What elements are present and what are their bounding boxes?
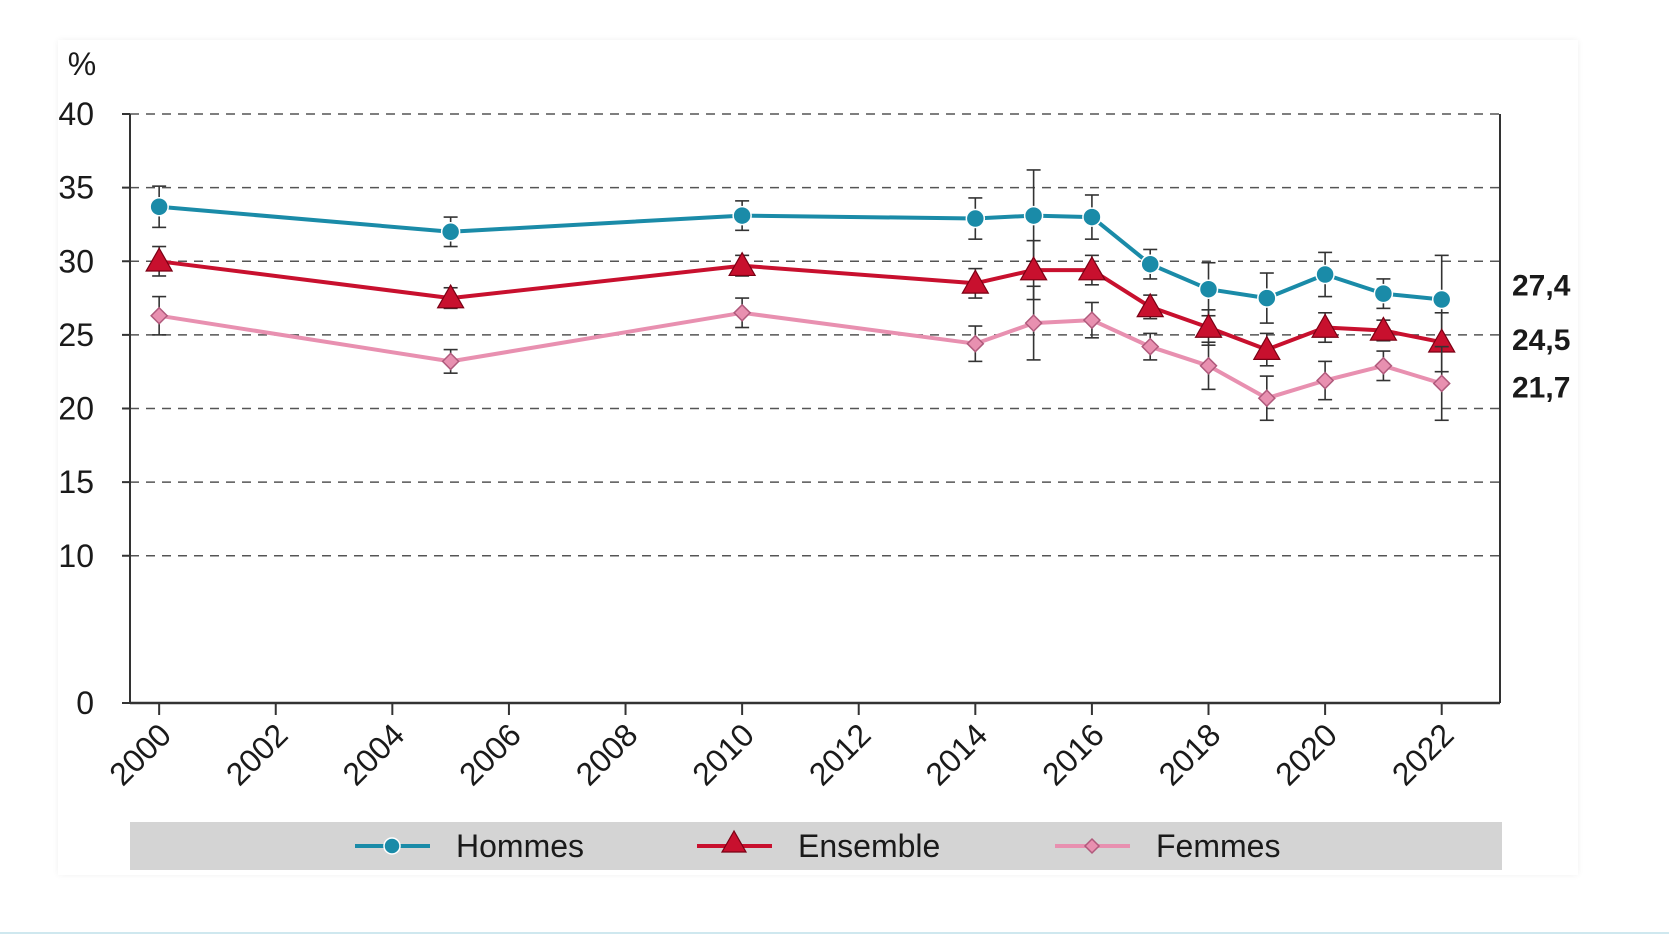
series-line (158, 310, 1443, 401)
y-tick-label: 30 (58, 243, 94, 279)
x-tick-label: 2004 (335, 716, 411, 792)
data-point (728, 251, 757, 277)
series-ensemble (145, 239, 1456, 373)
end-value-label: 24,5 (1512, 324, 1570, 357)
data-point (1316, 371, 1335, 390)
data-point (1198, 279, 1219, 299)
data-point (1019, 255, 1048, 281)
legend-marker (1083, 837, 1101, 855)
chart-card (58, 40, 1578, 875)
x-tick-label: 2008 (569, 716, 645, 792)
y-tick-label: 25 (58, 317, 94, 353)
series-line (158, 259, 1443, 352)
x-tick-label: 2014 (918, 716, 994, 792)
x-tick-label: 2020 (1268, 716, 1344, 792)
x-tick-labels: 2000 2002 2004 2006 2008 2010 2012 2014 2016 2018… (102, 716, 1460, 792)
data-point (150, 306, 169, 325)
legend-label: Ensemble (798, 828, 940, 864)
data-point (966, 334, 985, 353)
data-point (1257, 389, 1276, 408)
y-tick-label: 40 (58, 96, 94, 132)
data-point (1431, 289, 1452, 310)
end-value-label: 27,4 (1512, 270, 1571, 303)
y-tick-label: 20 (58, 391, 94, 427)
data-point (1199, 356, 1218, 375)
data-point (1374, 356, 1393, 375)
y-tick-label: 10 (58, 538, 94, 574)
legend-label: Femmes (1156, 828, 1280, 864)
series-line (158, 204, 1442, 302)
x-tick-label: 2022 (1385, 716, 1461, 792)
legend: Hommes Ensemble Femmes (130, 822, 1502, 870)
data-point (1077, 255, 1106, 281)
data-point (441, 352, 460, 371)
data-point (732, 205, 752, 226)
y-tick-label: 35 (58, 170, 94, 206)
data-point (1023, 205, 1044, 226)
data-point (1373, 283, 1394, 304)
data-point (1369, 316, 1398, 341)
y-tick-labels: 0 10 15 20 25 30 35 40% (58, 46, 96, 721)
x-tick-label: 2010 (685, 716, 761, 792)
end-value-label: 21,7 (1512, 371, 1570, 404)
legend-marker (383, 837, 401, 855)
end-labels: 27,4 24,5 21,7 (1512, 270, 1571, 405)
data-point (440, 222, 461, 242)
data-point (1315, 264, 1335, 285)
data-point (1136, 292, 1165, 318)
y-unit-label: % (68, 46, 96, 82)
legend-marker (720, 829, 748, 853)
series-femmes (150, 285, 1451, 422)
x-tick-label: 2002 (219, 716, 295, 792)
series-hommes (149, 169, 1452, 345)
y-tick-label: 0 (76, 685, 94, 721)
data-point (1194, 313, 1223, 338)
x-tick-label: 2000 (102, 716, 178, 792)
data-point (1140, 254, 1160, 274)
data-point (1082, 207, 1102, 227)
x-tick-label: 2016 (1035, 716, 1111, 792)
data-point (1252, 335, 1281, 360)
data-point (1082, 311, 1101, 330)
x-tick-label: 2006 (452, 716, 528, 792)
x-tick-label: 2018 (1152, 716, 1228, 792)
data-point (965, 208, 986, 229)
legend-label: Hommes (456, 828, 584, 864)
data-point (1257, 288, 1277, 308)
data-point (961, 269, 990, 294)
grid-lines (130, 113, 1500, 557)
data-point (1432, 374, 1451, 393)
axes (122, 113, 1501, 715)
bottom-divider (0, 932, 1669, 934)
y-tick-label: 15 (58, 464, 94, 500)
data-point (149, 197, 169, 217)
data-point (1311, 313, 1340, 338)
data-point (1024, 314, 1043, 333)
series-layer (145, 169, 1456, 422)
data-point (733, 303, 752, 322)
data-point (145, 247, 174, 272)
data-point (436, 283, 465, 309)
data-point (1141, 337, 1160, 356)
x-tick-label: 2012 (802, 716, 878, 792)
